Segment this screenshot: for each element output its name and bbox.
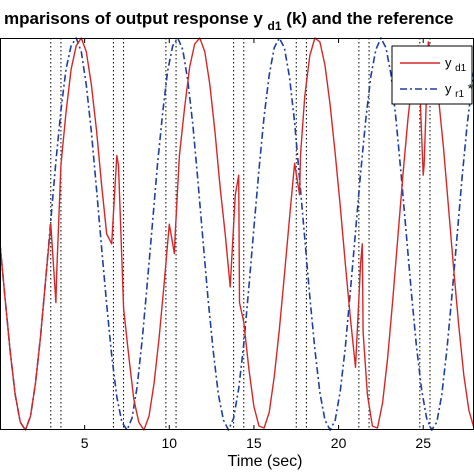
legend-box [391, 45, 473, 105]
chart-title-main: mparisons of output response y [4, 9, 263, 28]
legend-label-y-r1: y r1 * [445, 81, 473, 100]
series-line-y-r1 [0, 37, 474, 431]
x-tick-label-2: 15 [246, 435, 262, 451]
legend-label-y-r1-suffix: * [468, 81, 473, 96]
legend-label-y-d1-subscript: d1 [455, 63, 467, 74]
x-axis-label: Time (sec) [228, 453, 303, 470]
legend-label-y-d1-name: y [445, 55, 452, 70]
legend-label-y-r1-subscript: r1 [455, 89, 464, 100]
legend: y d1 y r1 * [391, 45, 473, 105]
plot-series [0, 37, 474, 431]
x-tick-label-1: 10 [161, 435, 177, 451]
svg-text:mparisons of output response y: mparisons of output response y d1 (k) an… [4, 9, 454, 34]
x-tick-label-0: 5 [81, 435, 89, 451]
x-axis-ticks: 5 10 15 20 25 [81, 38, 431, 451]
x-tick-label-3: 20 [331, 435, 347, 451]
legend-label-y-d1: y d1 [445, 55, 467, 74]
chart-title-suffix: (k) and the reference [286, 9, 453, 28]
x-tick-label-4: 25 [415, 435, 431, 451]
legend-label-y-r1-name: y [445, 81, 452, 96]
chart-title: mparisons of output response y d1 (k) an… [4, 9, 454, 34]
series-line-y-d1 [0, 37, 474, 431]
chart-title-subscript: d1 [268, 19, 282, 33]
